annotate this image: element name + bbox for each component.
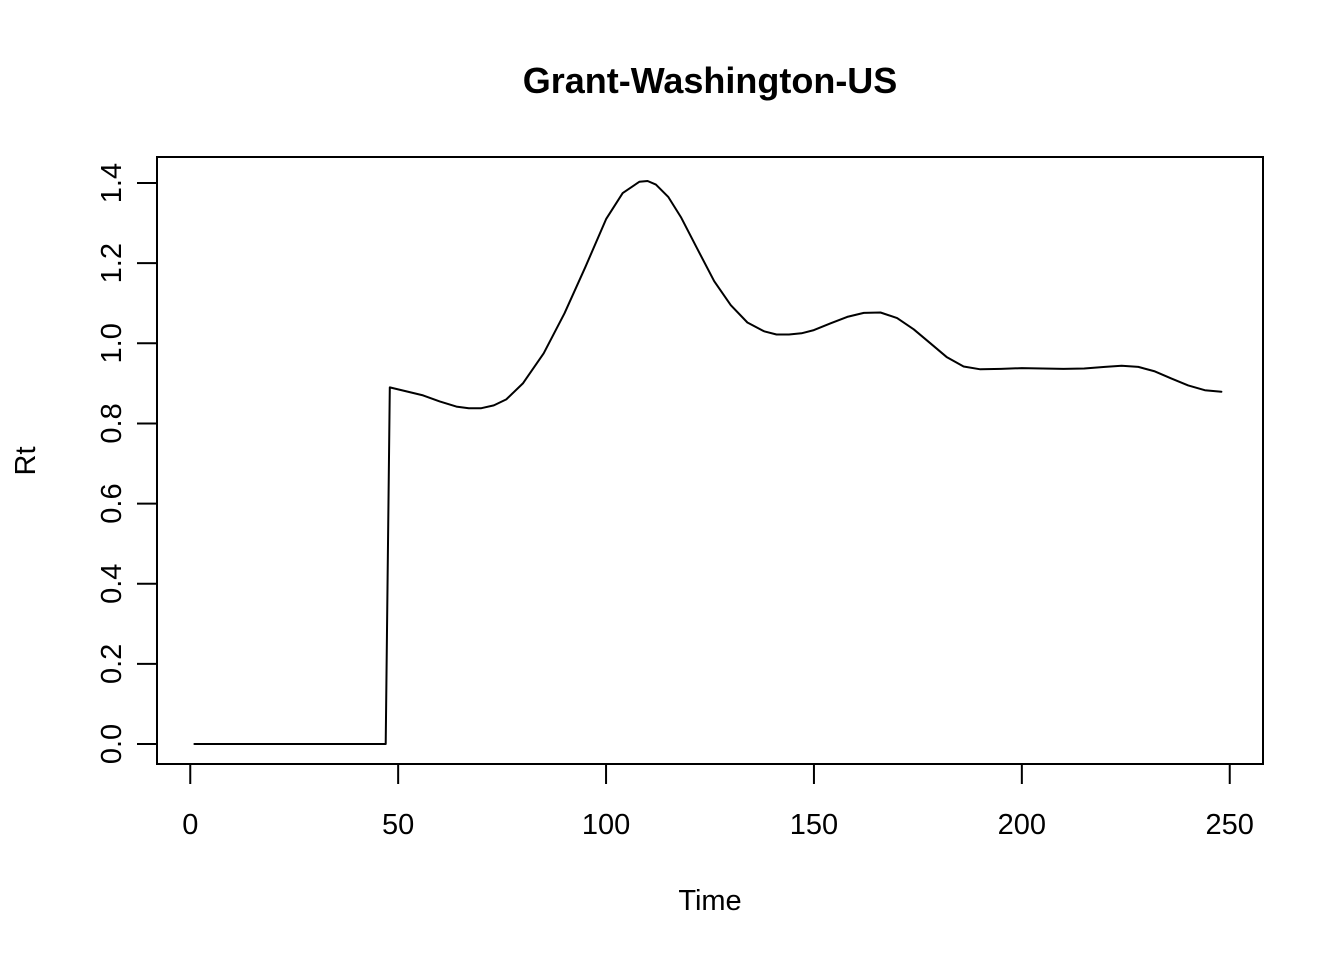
x-tick-label: 100 — [582, 809, 630, 841]
y-tick-label: 0.0 — [96, 724, 128, 764]
chart-title: Grant-Washington-US — [523, 60, 898, 101]
x-tick-label: 50 — [382, 809, 414, 841]
x-tick-label: 250 — [1206, 809, 1254, 841]
y-tick-label: 0.4 — [96, 564, 128, 604]
y-axis-label: Rt — [10, 447, 42, 476]
x-tick-label: 200 — [998, 809, 1046, 841]
y-axis: 0.0 0.2 0.4 0.6 0.8 1.0 1.2 1.4 — [96, 163, 158, 764]
x-axis: 0 50 100 150 200 250 — [182, 763, 1254, 841]
y-tick-label: 1.4 — [96, 163, 128, 203]
y-tick-label: 0.6 — [96, 483, 128, 523]
series-layer — [193, 180, 1223, 745]
x-axis-label: Time — [678, 885, 741, 917]
x-tick-label: 150 — [790, 809, 838, 841]
x-tick-label: 0 — [182, 809, 198, 841]
y-tick-label: 0.8 — [96, 403, 128, 443]
y-tick-label: 1.2 — [96, 243, 128, 283]
y-tick-label: 0.2 — [96, 644, 128, 684]
y-tick-label: 1.0 — [96, 323, 128, 363]
series-line-0 — [193, 180, 1223, 745]
